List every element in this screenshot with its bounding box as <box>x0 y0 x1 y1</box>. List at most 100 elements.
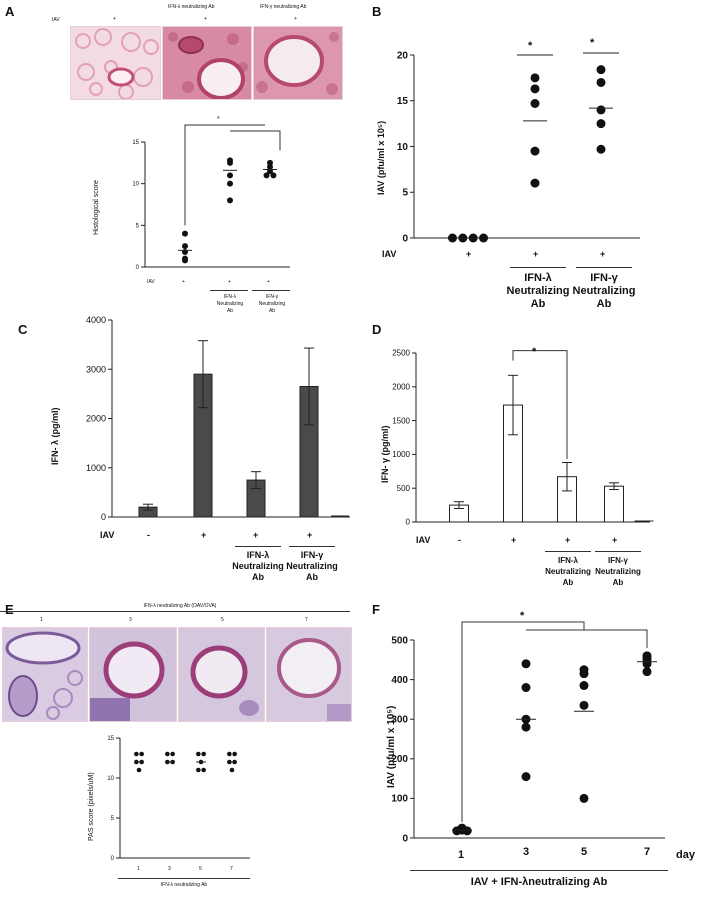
pas-stain-image-day-7 <box>266 627 352 722</box>
panel-e-xtick-2: 5 <box>199 866 202 872</box>
panel-e-ytick-label-0: 0 <box>111 856 115 862</box>
panel-f-point-1-1 <box>521 683 531 693</box>
panel-c-row-label: IAV <box>100 530 115 540</box>
panel-a-point-1-4 <box>227 197 233 204</box>
panel-a-plus-2: + <box>294 16 297 22</box>
panel-e-point-3-0 <box>227 751 232 757</box>
panel-b-group-label-0: IFN-λ Neutralizing Ab <box>506 272 570 310</box>
panel-e-day-3: 7 <box>305 617 308 623</box>
panel-f-point-3-3 <box>642 659 652 669</box>
panel-b-point-1-1 <box>530 84 540 94</box>
pas-stain-image-day-5 <box>178 627 265 722</box>
panel-d-chart: 0 500 1000 1500 2000 2500 <box>392 349 654 527</box>
panel-a-sig-bracket-1 <box>184 124 265 226</box>
panel-e-ylabel: PAS score (pixels/uM) <box>88 772 95 841</box>
panel-f-point-3-4 <box>642 667 652 677</box>
panel-c-ytick-label-4: 4000 <box>86 315 106 325</box>
panel-b-sig-0: * <box>528 40 533 52</box>
panel-c-xlabel-1: + <box>201 530 207 540</box>
panel-b-ytick-label-2: 10 <box>397 142 409 153</box>
panel-b-ytick-label-1: 5 <box>402 188 408 199</box>
pas-stain-image-day-3 <box>89 627 177 722</box>
panel-a-point-1-3 <box>227 180 233 187</box>
panel-f-ytick-label-3: 300 <box>391 715 408 726</box>
panel-a-xlabel-2: + <box>267 279 270 285</box>
panel-d-ytick-label-4: 2000 <box>392 382 410 391</box>
panel-d-ytick-label-3: 1500 <box>392 416 410 425</box>
panel-b-point-0-3 <box>479 233 489 243</box>
panel-a-header-2: IFN-γ neutralizing Ab <box>260 4 307 10</box>
panel-e-xtick-0: 1 <box>137 866 140 872</box>
panel-d-ytick-label-5: 2500 <box>392 349 410 358</box>
panel-a-point-2-4 <box>270 172 277 179</box>
panel-c-ytick-label-3: 3000 <box>86 364 106 374</box>
panel-e-ytick-label-3: 15 <box>107 736 114 742</box>
panel-c-ytick-label-2: 2000 <box>86 414 106 424</box>
panel-a-group-label-1: IFN-γ Neutralizing Ab <box>258 294 286 314</box>
panel-b-point-2-0 <box>596 65 606 75</box>
panel-f-ytick-label-0: 0 <box>402 833 408 844</box>
panel-d-plot: 0 500 1000 1500 2000 2500 IFN- γ (pg/ml) * IA… <box>380 338 700 598</box>
panel-f-xtick-0: 1 <box>458 849 465 861</box>
panel-b-point-2-2 <box>596 105 606 115</box>
panel-c-xlabel-2: + <box>253 530 259 540</box>
panel-b-point-1-0 <box>530 73 540 83</box>
panel-b-point-0-0 <box>447 233 457 243</box>
panel-f-sig: * <box>520 610 525 622</box>
panel-e-ytick-label-2: 10 <box>107 776 114 782</box>
panel-c-plot: 0 1000 2000 3000 4000 IFN- λ (pg/ml) IAV - +… <box>30 310 360 590</box>
panel-label-d: D <box>372 322 382 337</box>
panel-c-group-label-0: IFN-λ Neutralizing Ab <box>232 550 284 582</box>
pas-stain-image-day-1 <box>2 627 88 722</box>
panel-a-point-0-1 <box>182 243 188 250</box>
panel-f-ytick-label-4: 400 <box>391 675 408 686</box>
panel-b-ylabel: IAV (pfu/ml x 10⁵) <box>376 120 386 195</box>
lung-histology-image-ifn-lambda-ab <box>162 26 252 100</box>
panel-label-c: C <box>18 322 28 337</box>
panel-b-ytick-label-4: 20 <box>397 50 409 61</box>
panel-f-point-2-1 <box>579 669 589 679</box>
panel-a-header-1: IFN-λ neutralizing Ab <box>168 4 215 10</box>
panel-f-point-1-4 <box>521 772 531 782</box>
panel-c-ytick-label-0: 0 <box>101 512 106 522</box>
panel-a-plot: 0 5 10 15 Histological score * IAV + + + <box>93 116 310 295</box>
panel-a-point-2-3 <box>263 172 270 179</box>
panel-e-footer: IFN-λ neutralizing Ab <box>160 882 208 888</box>
panel-a-point-2-1 <box>267 164 273 170</box>
panel-f-ytick-label-2: 200 <box>391 754 408 765</box>
panel-b-row-label: IAV <box>382 249 397 259</box>
panel-e-point-2-0 <box>196 751 201 757</box>
panel-a-point-0-0 <box>182 230 188 237</box>
panel-f-xtick-3: 7 <box>644 846 650 858</box>
panel-b-chart: 0 5 10 15 20 <box>397 50 640 244</box>
panel-f-xtick-1: 3 <box>523 846 529 858</box>
panel-a-chart: 0 5 10 15 <box>132 124 290 271</box>
panel-label-f: F <box>372 602 380 617</box>
panel-c-chart: 0 1000 2000 3000 4000 <box>86 315 350 522</box>
panel-a-sig-bracket-2 <box>230 130 281 151</box>
panel-e-header: IFN-λ neutralizing Ab (OAV/OVA) <box>143 603 217 609</box>
panel-b-xlabel-2: + <box>600 249 606 259</box>
panel-e-day-0: 1 <box>40 617 43 623</box>
panel-label-a: A <box>5 4 15 19</box>
panel-b-point-1-3 <box>530 146 540 156</box>
panel-f-point-2-2 <box>579 681 589 691</box>
panel-a-xlabel-0: + <box>182 279 185 285</box>
panel-a-ytick-label-1: 5 <box>136 223 140 229</box>
panel-e-point-0-1 <box>139 751 144 757</box>
panel-b-ytick-label-3: 15 <box>397 96 409 107</box>
panel-e-point-0-4 <box>136 767 142 773</box>
panel-e-point-1-0 <box>165 751 170 757</box>
panel-e-point-2-1 <box>201 751 206 757</box>
panel-e-point-1-1 <box>170 751 175 757</box>
panel-f-day-unit: day <box>676 849 695 861</box>
panel-a-iav-label: IAV <box>52 17 60 23</box>
panel-f-ylabel: IAV (pfu/ml x 10⁵) <box>386 705 397 788</box>
panel-e-plot: 0 5 10 15 PAS score (pixels/uM) 1 3 5 7 IFN… <box>88 733 340 893</box>
panel-a-ytick-label-0: 0 <box>136 265 140 271</box>
panel-a-xlabel-1: + <box>228 279 231 285</box>
panel-b-point-2-4 <box>596 144 606 154</box>
panel-a-ytick-label-2: 10 <box>132 182 139 188</box>
panel-e-point-3-1 <box>232 751 237 757</box>
panel-d-ylabel: IFN- γ (pg/ml) <box>380 425 390 484</box>
